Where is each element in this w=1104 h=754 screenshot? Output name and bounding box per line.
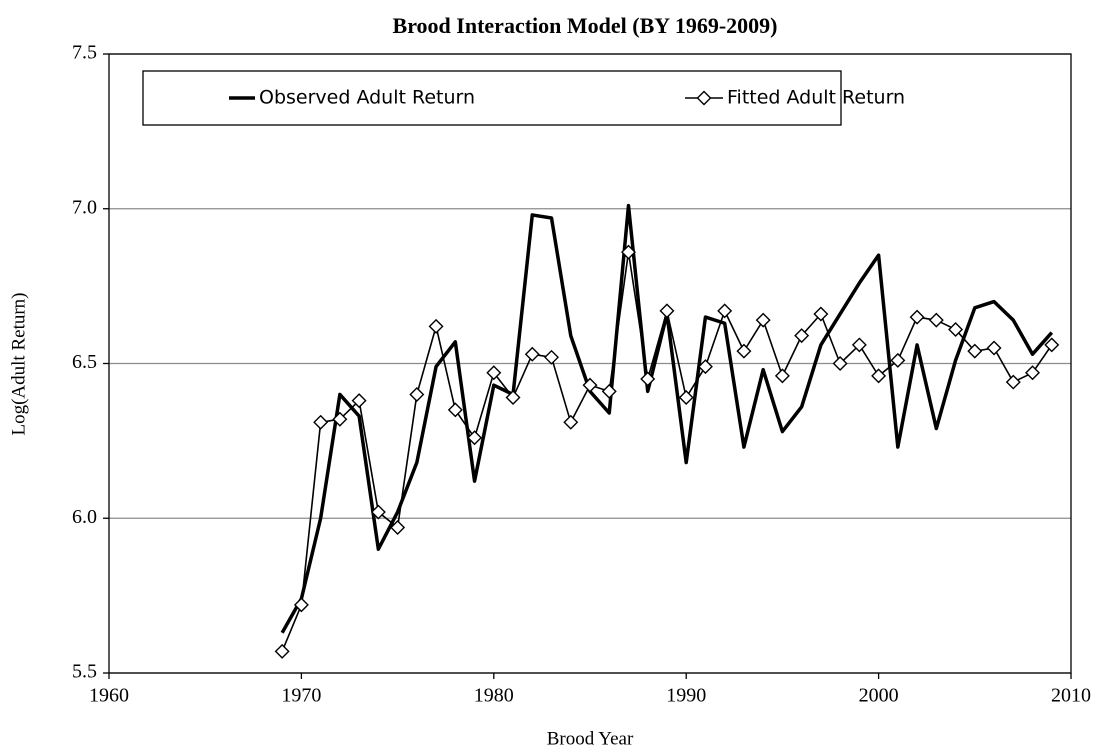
series-line [280,203,1054,634]
marker [370,504,386,520]
y-tick-label: 6.5 [72,351,97,373]
marker [601,383,617,399]
marker [313,414,329,430]
marker [332,411,348,427]
legend-box [142,70,842,126]
x-tick-label: 2010 [1051,685,1091,707]
x-tick-label: 2000 [859,685,899,707]
marker [640,371,656,387]
marker [293,597,309,613]
marker [563,414,579,430]
y-tick-label: 7.5 [72,42,97,64]
marker [447,402,463,418]
marker [274,643,290,659]
marker [351,393,367,409]
marker [1005,374,1021,390]
legend-label: Fitted Adult Return [727,87,905,109]
marker [697,359,713,375]
marker [928,312,944,328]
plot-border [108,53,1072,674]
marker [717,303,733,319]
legend-marker [696,90,712,106]
x-tick-label: 1970 [281,685,321,707]
marker [659,303,675,319]
marker [890,352,906,368]
x-axis-label: Brood Year [547,728,634,749]
marker [1044,337,1060,353]
marker [409,386,425,402]
marker [909,309,925,325]
y-tick-label: 5.5 [72,661,97,683]
legend-label: Observed Adult Return [259,87,475,109]
y-tick-label: 7.0 [72,196,97,218]
marker [832,356,848,371]
marker [390,520,406,536]
marker [813,306,829,322]
marker [505,390,521,406]
marker [544,349,560,365]
marker [871,368,887,384]
marker [524,346,540,362]
marker [774,368,790,384]
marker [428,318,444,334]
x-tick-label: 1980 [474,685,514,707]
marker [1025,365,1041,381]
marker [986,340,1002,356]
marker [851,337,867,353]
x-tick-label: 1990 [666,685,706,707]
y-tick-label: 6.0 [72,506,97,528]
marker [755,312,771,328]
marker [486,365,502,381]
marker [678,390,694,406]
marker [736,343,752,359]
x-tick-label: 1960 [89,685,129,707]
marker [967,343,983,359]
chart-title: Brood Interaction Model (BY 1969-2009) [393,13,778,38]
marker [620,244,636,260]
marker [794,328,810,344]
y-axis-label: Log(Adult Return) [8,292,29,435]
marker [948,321,964,337]
marker [582,377,598,393]
marker [467,430,483,446]
